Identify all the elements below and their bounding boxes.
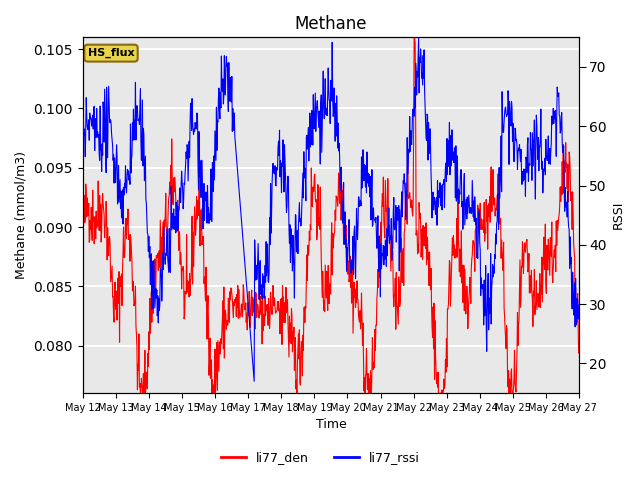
- Legend: li77_den, li77_rssi: li77_den, li77_rssi: [216, 446, 424, 469]
- X-axis label: Time: Time: [316, 419, 346, 432]
- Y-axis label: Methane (mmol/m3): Methane (mmol/m3): [15, 151, 28, 279]
- Text: HS_flux: HS_flux: [88, 48, 134, 58]
- Y-axis label: RSSI: RSSI: [612, 201, 625, 229]
- Title: Methane: Methane: [294, 15, 367, 33]
